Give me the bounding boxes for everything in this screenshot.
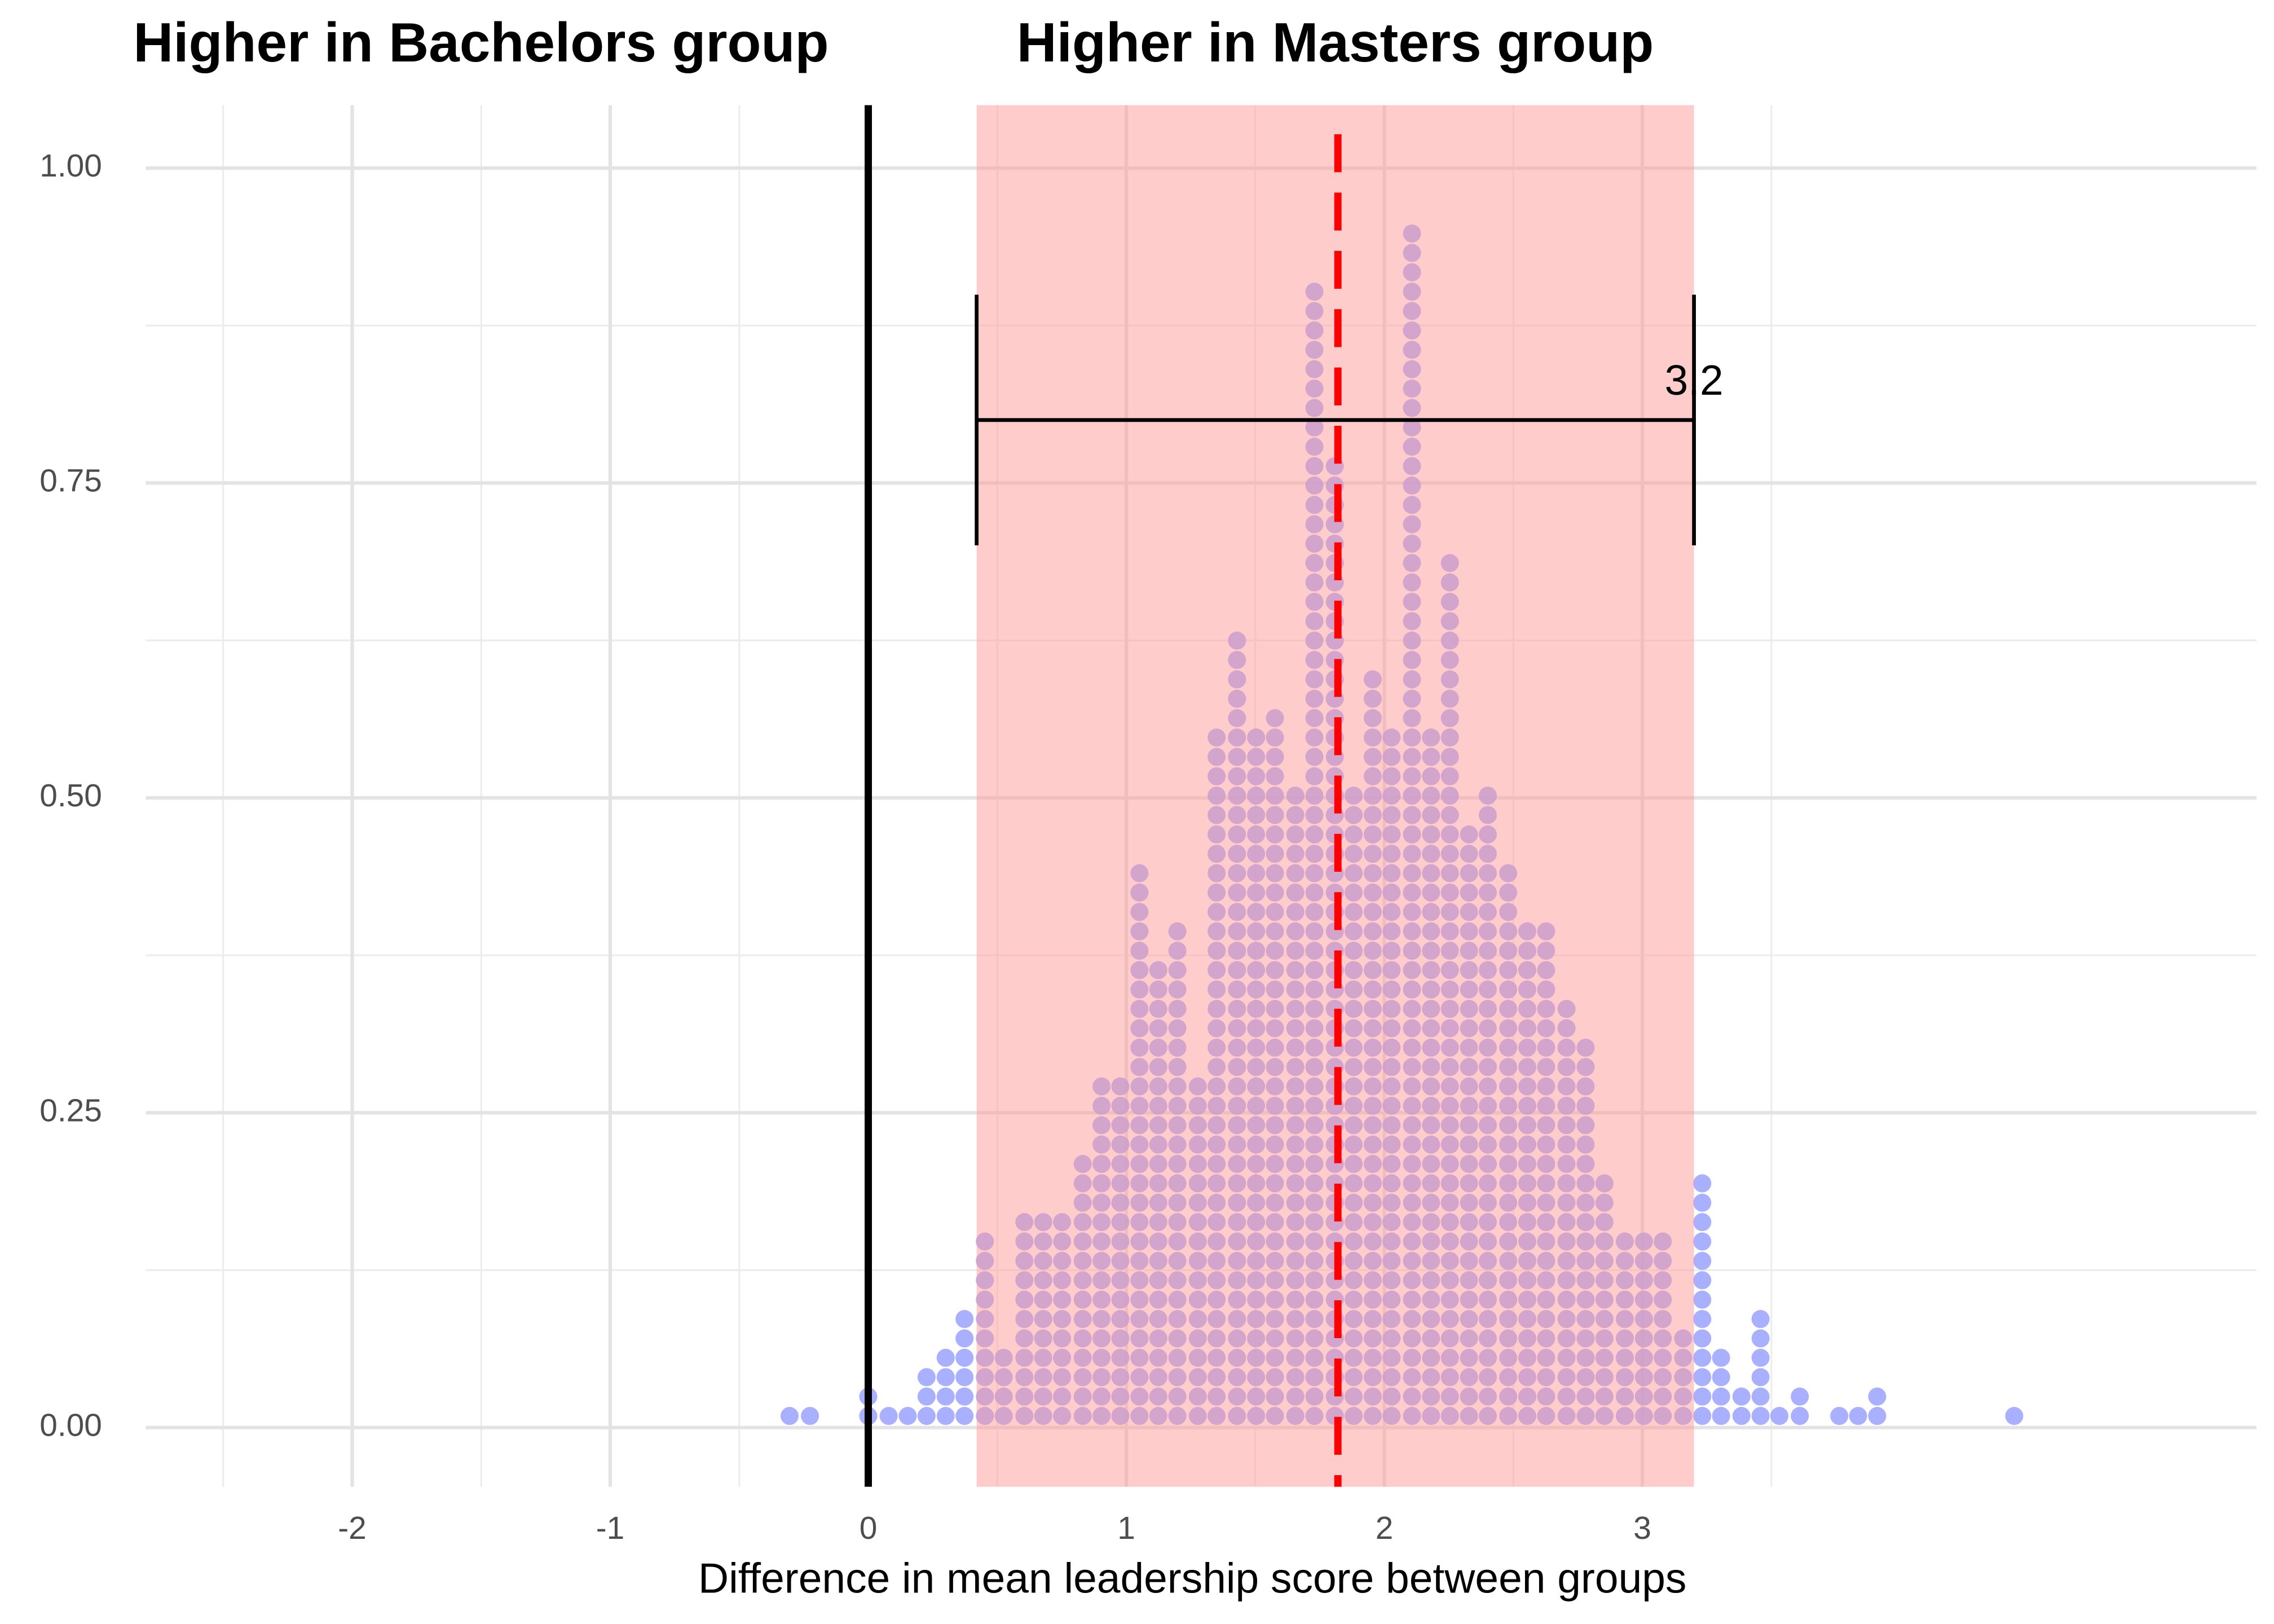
dot [1693, 1310, 1712, 1329]
dot [1712, 1387, 1730, 1406]
dot [1751, 1387, 1770, 1406]
dot [879, 1406, 898, 1426]
dot [1770, 1406, 1789, 1426]
x-axis-title: Difference in mean leadership score betw… [698, 1554, 1686, 1601]
dot [1693, 1251, 1712, 1270]
dot [917, 1387, 936, 1406]
dot [955, 1406, 974, 1426]
x-tick-label: -2 [338, 1511, 367, 1546]
dot [1751, 1348, 1770, 1367]
dot [1849, 1406, 1867, 1426]
dot [1712, 1368, 1730, 1387]
y-tick-label: 0.75 [39, 464, 102, 499]
dot [1732, 1406, 1751, 1426]
dot [1693, 1290, 1712, 1309]
y-tick-label: 0.25 [39, 1093, 102, 1128]
dot [1693, 1368, 1712, 1387]
dot [1693, 1387, 1712, 1406]
dot [1751, 1310, 1770, 1329]
dot [801, 1406, 819, 1426]
x-tick-label: 2 [1376, 1511, 1394, 1546]
dot [1693, 1213, 1712, 1232]
dot [1791, 1406, 1809, 1426]
interval-label: 3.2 [1664, 356, 1723, 404]
dot [780, 1406, 799, 1426]
dot [1868, 1387, 1887, 1406]
dot [1712, 1348, 1730, 1367]
dot [1868, 1406, 1887, 1426]
dot [1791, 1387, 1809, 1406]
dot [1830, 1406, 1849, 1426]
dot [955, 1387, 974, 1406]
dot [936, 1348, 955, 1367]
dot [1751, 1406, 1770, 1426]
y-tick-label: 0.50 [39, 778, 102, 814]
x-tick-label: -1 [596, 1511, 625, 1546]
dot [936, 1387, 955, 1406]
x-tick-label: 0 [860, 1511, 878, 1546]
dot [1693, 1271, 1712, 1290]
dot [936, 1368, 955, 1387]
dot [2005, 1406, 2024, 1426]
y-tick-label: 1.00 [39, 148, 102, 184]
dot [955, 1329, 974, 1348]
x-tick-label: 3 [1633, 1511, 1651, 1546]
dot [1693, 1193, 1712, 1212]
dot [936, 1406, 955, 1426]
dot [1751, 1368, 1770, 1387]
dot [1693, 1232, 1712, 1251]
dot [1732, 1387, 1751, 1406]
chart-title-left: Higher in Bachelors group [133, 11, 828, 73]
dot [1693, 1329, 1712, 1348]
dot [955, 1348, 974, 1367]
dot [1693, 1348, 1712, 1367]
dot [1712, 1406, 1730, 1426]
dot [898, 1406, 917, 1426]
dot [917, 1406, 936, 1426]
x-tick-label: 1 [1117, 1511, 1135, 1546]
dot [955, 1310, 974, 1329]
chart-title-right: Higher in Masters group [1017, 11, 1654, 73]
dot [1693, 1406, 1712, 1426]
y-tick-label: 0.00 [39, 1408, 102, 1444]
dot [955, 1368, 974, 1387]
dot [1751, 1329, 1770, 1348]
dot [1693, 1174, 1712, 1193]
dot [917, 1368, 936, 1387]
